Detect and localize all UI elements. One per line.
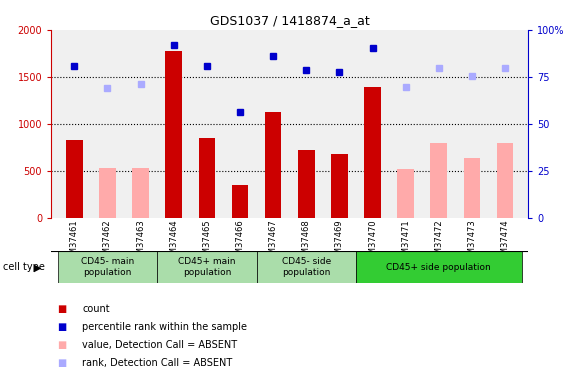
Bar bbox=[157, 251, 257, 283]
Text: CD45+ main
population: CD45+ main population bbox=[178, 258, 236, 277]
Bar bbox=[99, 168, 116, 217]
Bar bbox=[463, 158, 480, 218]
Bar bbox=[497, 144, 513, 218]
Text: CD45+ side population: CD45+ side population bbox=[386, 262, 491, 272]
Text: rank, Detection Call = ABSENT: rank, Detection Call = ABSENT bbox=[82, 358, 233, 368]
Text: ■: ■ bbox=[57, 340, 66, 350]
Bar bbox=[132, 168, 149, 217]
Text: cell type: cell type bbox=[3, 262, 45, 272]
Bar bbox=[298, 150, 315, 217]
Text: count: count bbox=[82, 304, 110, 314]
Bar bbox=[165, 51, 182, 217]
Bar bbox=[331, 154, 348, 218]
Bar bbox=[431, 142, 447, 218]
Bar bbox=[356, 251, 521, 283]
Bar bbox=[398, 169, 414, 217]
Text: ■: ■ bbox=[57, 322, 66, 332]
Text: value, Detection Call = ABSENT: value, Detection Call = ABSENT bbox=[82, 340, 237, 350]
Title: GDS1037 / 1418874_a_at: GDS1037 / 1418874_a_at bbox=[210, 15, 370, 27]
Text: ▶: ▶ bbox=[34, 262, 41, 272]
Bar bbox=[232, 185, 248, 218]
Bar bbox=[257, 251, 356, 283]
Text: percentile rank within the sample: percentile rank within the sample bbox=[82, 322, 247, 332]
Bar bbox=[364, 87, 381, 218]
Text: ■: ■ bbox=[57, 304, 66, 314]
Text: CD45- side
population: CD45- side population bbox=[282, 258, 331, 277]
Bar bbox=[58, 251, 157, 283]
Text: CD45- main
population: CD45- main population bbox=[81, 258, 134, 277]
Bar bbox=[66, 140, 82, 218]
Bar bbox=[199, 138, 215, 218]
Bar bbox=[265, 112, 281, 218]
Text: ■: ■ bbox=[57, 358, 66, 368]
